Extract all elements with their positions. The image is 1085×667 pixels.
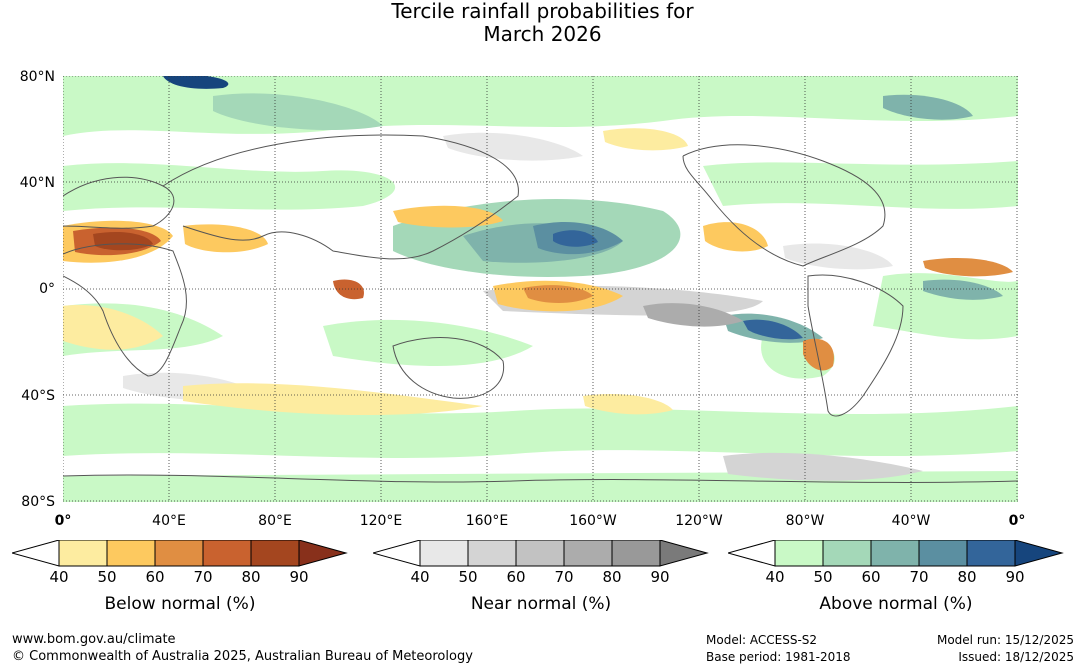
source-url[interactable]: www.bom.gov.au/climate — [12, 632, 176, 647]
lon-label-120e: 120°E — [359, 513, 403, 529]
lon-label-80w: 80°W — [785, 513, 825, 529]
legend-near-tick: 80 — [602, 568, 622, 586]
legend-below-ticks: 40 50 60 70 80 90 — [12, 568, 348, 586]
below-legend-swatch — [202, 539, 252, 567]
legend-near-title: Near normal (%) — [470, 594, 612, 614]
lon-label-0-right: 0° — [1008, 513, 1026, 529]
below-legend-swatch — [58, 539, 108, 567]
legend-below-tick: 60 — [145, 568, 165, 586]
graticule — [63, 76, 1018, 502]
near-legend-swatch — [467, 539, 517, 567]
footer-model-info: Model: ACCESS-S2 Base period: 1981-2018 — [706, 632, 851, 666]
legend-near-tick: 70 — [554, 568, 574, 586]
legend-below-normal: 40 50 60 70 80 90 Below normal (%) — [10, 539, 348, 614]
below-legend-swatch — [154, 539, 204, 567]
chart-title: Tercile rainfall probabilities for March… — [0, 0, 1085, 46]
near-legend-swatch — [611, 539, 661, 567]
lon-label-160e: 160°E — [465, 513, 509, 529]
near-legend-low-end — [371, 539, 421, 567]
below-legend-swatch — [250, 539, 300, 567]
footer-run-info: Model run: 15/12/2025 Issued: 18/12/2025 — [937, 632, 1074, 666]
legend-above-tick: 90 — [1005, 568, 1025, 586]
below-legend-high-end — [298, 539, 348, 567]
lon-label-80e: 80°E — [258, 513, 292, 529]
legend-above-tick: 70 — [909, 568, 929, 586]
above-legend-swatch — [918, 539, 968, 567]
legend-below-title: Below normal (%) — [104, 594, 256, 614]
below-legend-low-end — [10, 539, 60, 567]
legend-near-tick: 40 — [410, 568, 430, 586]
coastlines — [63, 134, 1018, 483]
coast-africa — [63, 243, 187, 377]
legend-near-ticks: 40 50 60 70 80 90 — [373, 568, 709, 586]
lat-label-40s: 40°S — [21, 388, 55, 404]
above-legend-swatch — [774, 539, 824, 567]
lat-label-80n: 80°N — [19, 69, 55, 85]
near-legend-high-end — [659, 539, 709, 567]
legend-above-tick: 80 — [957, 568, 977, 586]
legend-above-tick: 60 — [861, 568, 881, 586]
above-legend-swatch — [870, 539, 920, 567]
rainfall-probability-map — [63, 76, 1018, 502]
legend-above-tick: 40 — [765, 568, 785, 586]
legend-below-tick: 50 — [97, 568, 117, 586]
lon-label-120w: 120°W — [675, 513, 723, 529]
coast-asia — [162, 134, 519, 260]
lat-label-40n: 40°N — [19, 175, 55, 191]
model-name: Model: ACCESS-S2 — [706, 633, 818, 647]
lon-label-0-left: 0° — [54, 513, 72, 529]
lon-label-40e: 40°E — [152, 513, 186, 529]
coast-north-america — [682, 144, 886, 267]
title-line-1: Tercile rainfall probabilities for — [391, 0, 694, 23]
copyright: © Commonwealth of Australia 2025, Austra… — [12, 649, 473, 664]
map-svg — [63, 76, 1018, 502]
lat-label-80s: 80°S — [21, 494, 55, 510]
lon-label-160w: 160°W — [569, 513, 617, 529]
legend-near-bar — [371, 539, 709, 567]
legend-below-bar — [10, 539, 348, 567]
above-legend-swatch — [822, 539, 872, 567]
coast-australia — [392, 337, 505, 399]
legend-near-tick: 60 — [506, 568, 526, 586]
legend-near-tick: 90 — [650, 568, 670, 586]
near-legend-swatch — [563, 539, 613, 567]
legend-above-tick: 50 — [813, 568, 833, 586]
below-normal-patches — [63, 128, 1013, 416]
above-legend-swatch — [966, 539, 1016, 567]
near-legend-swatch — [515, 539, 565, 567]
legend-above-normal: 40 50 60 70 80 90 Above normal (%) — [726, 539, 1064, 614]
footer-left: www.bom.gov.au/climate © Commonwealth of… — [12, 631, 473, 665]
coast-south-america — [807, 274, 904, 417]
coast-antarctica — [63, 474, 1018, 483]
legend-above-ticks: 40 50 60 70 80 90 — [728, 568, 1064, 586]
coast-europe — [63, 176, 175, 229]
legend-below-tick: 70 — [193, 568, 213, 586]
above-legend-low-end — [726, 539, 776, 567]
legend-above-bar — [726, 539, 1064, 567]
title-line-2: March 2026 — [483, 22, 602, 46]
model-run: Model run: 15/12/2025 — [936, 633, 1074, 647]
above-legend-high-end — [1014, 539, 1064, 567]
legend-above-title: Above normal (%) — [819, 594, 973, 614]
issued-date: Issued: 18/12/2025 — [958, 650, 1074, 664]
near-legend-swatch — [419, 539, 469, 567]
legend-below-tick: 40 — [49, 568, 69, 586]
legend-below-tick: 80 — [241, 568, 261, 586]
lat-label-equator: 0° — [39, 281, 55, 297]
below-legend-swatch — [106, 539, 156, 567]
lon-label-40w: 40°W — [891, 513, 931, 529]
legend-near-normal: 40 50 60 70 80 90 Near normal (%) — [371, 539, 709, 614]
legend-below-tick: 90 — [289, 568, 309, 586]
base-period: Base period: 1981-2018 — [706, 650, 851, 664]
legend-near-tick: 50 — [458, 568, 478, 586]
